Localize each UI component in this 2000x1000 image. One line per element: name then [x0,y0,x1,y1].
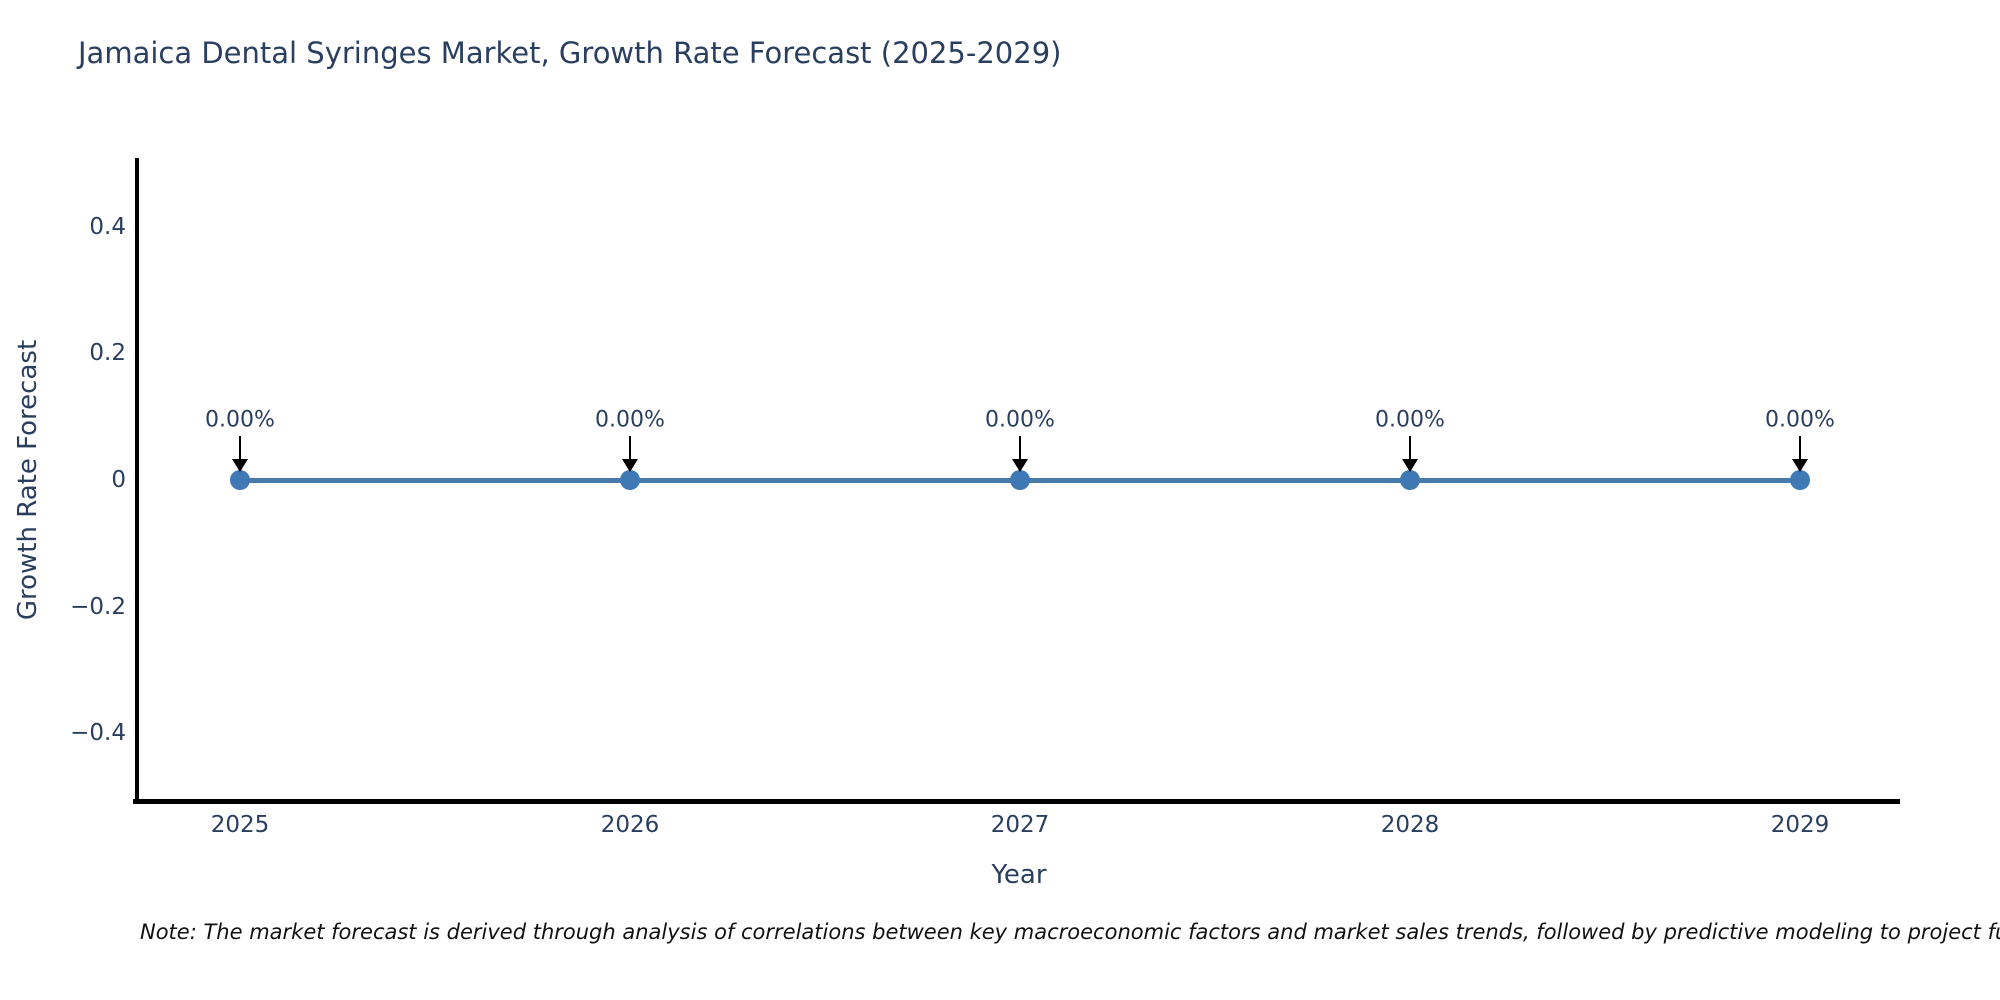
data-point-label: 0.00% [205,407,275,433]
data-point[interactable] [1790,470,1810,490]
y-tick-label: 0.4 [89,213,126,240]
annotation-arrow-shaft [239,436,241,460]
data-point-label: 0.00% [1375,407,1445,433]
data-point-label: 0.00% [1765,407,1835,433]
annotation-arrow-head-icon [1402,459,1418,472]
y-tick-label: 0.2 [89,340,126,367]
y-tick-label: −0.4 [70,720,126,747]
x-axis-spine [133,799,1900,804]
data-point[interactable] [620,470,640,490]
annotation-arrow-head-icon [622,459,638,472]
x-tick-label: 2026 [600,812,660,838]
y-tick-label: −0.2 [70,593,126,620]
annotation-arrow-head-icon [232,459,248,472]
x-tick-label: 2027 [990,812,1050,838]
x-axis-title: Year [991,860,1047,890]
annotation-arrow-shaft [1409,436,1411,460]
data-point[interactable] [1400,470,1420,490]
data-point[interactable] [1010,470,1030,490]
x-tick-label: 2025 [210,812,270,838]
annotation-arrow-head-icon [1012,459,1028,472]
data-point[interactable] [230,470,250,490]
data-point-label: 0.00% [595,407,665,433]
y-axis-spine [135,158,139,804]
data-point-label: 0.00% [985,407,1055,433]
annotation-arrow-shaft [1799,436,1801,460]
chart-title: Jamaica Dental Syringes Market, Growth R… [78,36,1062,70]
x-tick-label: 2029 [1770,812,1830,838]
annotation-arrow-head-icon [1792,459,1808,472]
annotation-arrow-shaft [1019,436,1021,460]
annotation-arrow-shaft [629,436,631,460]
x-tick-label: 2028 [1380,812,1440,838]
y-tick-label: 0 [111,467,126,493]
footnote: Note: The market forecast is derived thr… [140,920,2000,944]
